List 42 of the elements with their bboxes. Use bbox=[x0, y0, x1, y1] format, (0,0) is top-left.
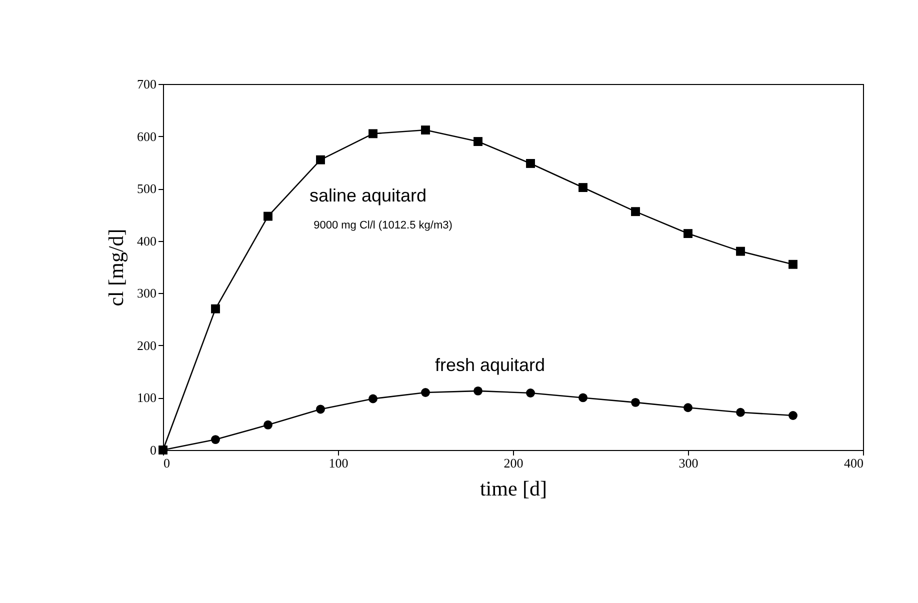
y-tick-label: 300 bbox=[137, 286, 156, 301]
y-tick-label: 600 bbox=[137, 128, 156, 144]
y-tick-label: 700 bbox=[137, 76, 156, 92]
x-axis-title: time [d] bbox=[480, 476, 548, 500]
point bbox=[578, 183, 588, 192]
point bbox=[474, 386, 482, 396]
point bbox=[421, 126, 430, 134]
point bbox=[526, 388, 535, 398]
y-tick-label: 400 bbox=[137, 233, 156, 248]
point bbox=[788, 411, 798, 420]
x-tick-label: 100 bbox=[328, 456, 348, 470]
y-tick-label: 500 bbox=[137, 181, 156, 196]
y-tick-label: 100 bbox=[137, 390, 156, 406]
y-tick-label: 0 bbox=[150, 442, 156, 458]
x-tick-label: 300 bbox=[678, 456, 698, 470]
point bbox=[211, 304, 220, 314]
point bbox=[368, 394, 378, 404]
point bbox=[316, 155, 325, 164]
x-tick-label: 200 bbox=[504, 456, 524, 470]
point bbox=[578, 393, 588, 402]
point bbox=[368, 129, 378, 138]
point bbox=[631, 207, 640, 216]
x-tick-label: 0 bbox=[164, 456, 170, 470]
point bbox=[736, 408, 745, 417]
point bbox=[684, 403, 692, 412]
annotation: 9000 mg Cl/l (1012.5 kg/m3) bbox=[314, 220, 452, 232]
series-label: fresh aquitard bbox=[434, 354, 546, 375]
point bbox=[736, 246, 745, 256]
y-axis-title: cl [mg/d] bbox=[104, 228, 128, 306]
point bbox=[684, 229, 692, 238]
point bbox=[316, 404, 325, 414]
series-label: saline aquitard bbox=[309, 186, 427, 206]
point bbox=[264, 212, 272, 221]
point bbox=[474, 137, 482, 146]
point bbox=[631, 398, 640, 407]
y-tick-label: 200 bbox=[137, 338, 156, 353]
point bbox=[211, 435, 220, 444]
point bbox=[421, 388, 430, 397]
point bbox=[788, 260, 798, 269]
x-tick-label: 400 bbox=[844, 456, 864, 470]
point bbox=[526, 159, 535, 168]
point bbox=[264, 420, 272, 430]
